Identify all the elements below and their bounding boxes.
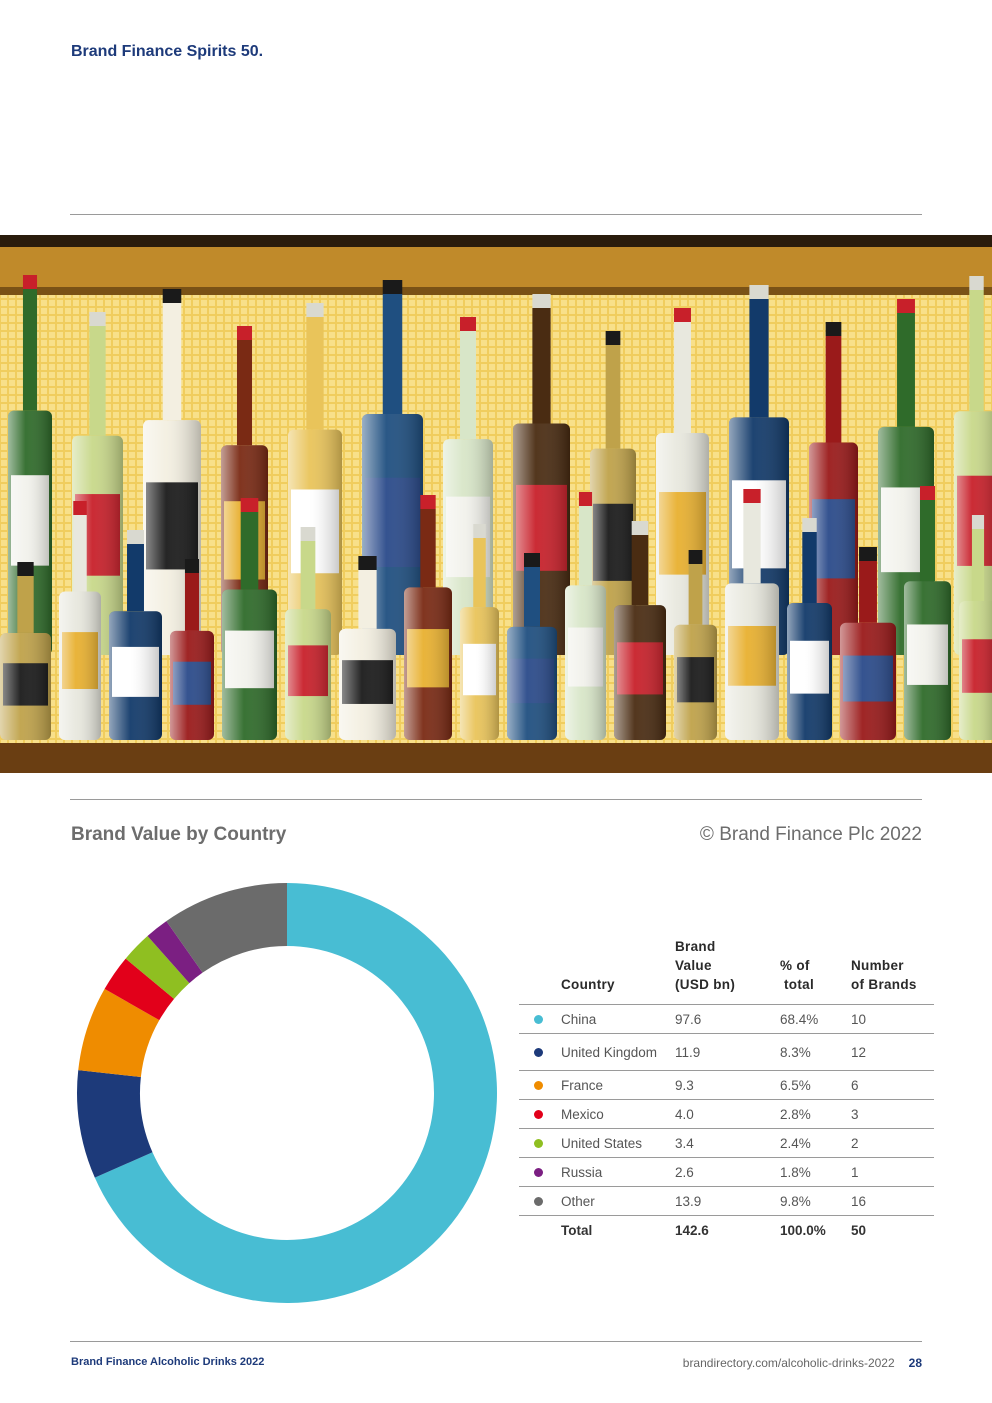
- total-brands: 50: [851, 1222, 867, 1238]
- value-cell: 9.3: [671, 1070, 776, 1100]
- report-header-title: Brand Finance Spirits 50.: [71, 43, 264, 60]
- legend-dot-other: [533, 1196, 543, 1206]
- share-cell: 2.8%: [776, 1099, 847, 1129]
- chart-section-title: Brand Value by Country: [71, 824, 287, 845]
- table-row: Mexico 4.0 2.8% 3: [519, 1099, 934, 1129]
- brand-value-table: Country Brand Value (USD bn) % of total …: [519, 937, 934, 1244]
- country-cell: Russia: [557, 1157, 671, 1187]
- table-row: Other 13.9 9.8% 16: [519, 1186, 934, 1216]
- brands-cell: 3: [847, 1099, 934, 1129]
- donut-slice-other: [166, 883, 287, 973]
- header-brand-value: Brand Value (USD bn): [671, 937, 776, 1005]
- country-cell: United Kingdom: [557, 1033, 671, 1071]
- brands-cell: 1: [847, 1157, 934, 1187]
- brands-cell: 12: [847, 1033, 934, 1071]
- value-cell: 4.0: [671, 1099, 776, 1129]
- bar-bottles-photo: [0, 235, 992, 773]
- donut-slice-united-states: [125, 936, 190, 999]
- total-value: 142.6: [675, 1222, 709, 1238]
- country-cell: China: [557, 1004, 671, 1034]
- brands-cell: 2: [847, 1128, 934, 1158]
- table-row: France 9.3 6.5% 6: [519, 1070, 934, 1100]
- value-cell: 3.4: [671, 1128, 776, 1158]
- value-cell: 11.9: [671, 1033, 776, 1071]
- value-cell: 13.9: [671, 1186, 776, 1216]
- total-share: 100.0%: [780, 1222, 826, 1238]
- legend-dot-mexico: [533, 1109, 543, 1119]
- country-cell: Mexico: [557, 1099, 671, 1129]
- share-cell: 6.5%: [776, 1070, 847, 1100]
- table-row: United States 3.4 2.4% 2: [519, 1128, 934, 1158]
- divider-footer: [70, 1341, 922, 1342]
- bottles-illustration: [0, 235, 992, 773]
- header-country: Country: [557, 937, 671, 1005]
- table-total-row: Total 142.6 100.0% 50: [519, 1216, 934, 1245]
- donut-slice-russia: [147, 921, 203, 984]
- country-cell: France: [557, 1070, 671, 1100]
- header-percent-total: % of total: [776, 937, 847, 1005]
- country-cell: United States: [557, 1128, 671, 1158]
- table-row: Russia 2.6 1.8% 1: [519, 1157, 934, 1187]
- page-number: 28: [908, 1356, 922, 1370]
- header-percent-line2: total: [784, 977, 814, 992]
- header-number-brands: Number of Brands: [847, 937, 934, 1005]
- legend-dot-united-states: [533, 1138, 543, 1148]
- donut-slice-united-kingdom: [76, 1070, 153, 1178]
- value-cell: 97.6: [671, 1004, 776, 1034]
- legend-dot-united-kingdom: [533, 1047, 543, 1057]
- divider-top: [70, 214, 922, 215]
- total-label: Total: [561, 1222, 593, 1238]
- brands-cell: 16: [847, 1186, 934, 1216]
- legend-dot-russia: [533, 1167, 543, 1177]
- legend-header: [519, 937, 557, 1005]
- brands-cell: 6: [847, 1070, 934, 1100]
- brands-cell: 10: [847, 1004, 934, 1034]
- header-brands-line1: Number: [851, 958, 904, 973]
- share-cell: 68.4%: [776, 1004, 847, 1034]
- header-brand-value-line1: Brand: [675, 939, 716, 954]
- donut-slice-mexico: [104, 958, 175, 1021]
- footer-right: brandirectory.com/alcoholic-drinks-2022 2…: [683, 1356, 922, 1370]
- header-brand-value-line2: Value: [675, 958, 712, 973]
- country-cell: Other: [557, 1186, 671, 1216]
- legend-dot-china: [533, 1014, 543, 1024]
- footer-url-link[interactable]: brandirectory.com/alcoholic-drinks-2022: [682, 1356, 895, 1370]
- share-cell: 2.4%: [776, 1128, 847, 1158]
- table-row: China 97.6 68.4% 10: [519, 1004, 934, 1034]
- donut-slice-france: [78, 988, 160, 1078]
- footer-report-title: Brand Finance Alcoholic Drinks 2022: [71, 1356, 265, 1368]
- table-row: United Kingdom 11.9 8.3% 12: [519, 1033, 934, 1071]
- share-cell: 8.3%: [776, 1033, 847, 1071]
- legend-dot-france: [533, 1080, 543, 1090]
- copyright-notice: © Brand Finance Plc 2022: [699, 824, 922, 845]
- brand-value-donut-chart: [76, 883, 497, 1303]
- share-cell: 1.8%: [776, 1157, 847, 1187]
- header-percent-line1: % of: [780, 958, 810, 973]
- value-cell: 2.6: [671, 1157, 776, 1187]
- divider-chart: [70, 799, 922, 800]
- table-header-row: Country Brand Value (USD bn) % of total …: [519, 937, 934, 1005]
- share-cell: 9.8%: [776, 1186, 847, 1216]
- header-brand-value-line3: (USD bn): [675, 977, 736, 992]
- header-brands-line2: of Brands: [851, 977, 917, 992]
- donut-slice-china: [94, 883, 497, 1303]
